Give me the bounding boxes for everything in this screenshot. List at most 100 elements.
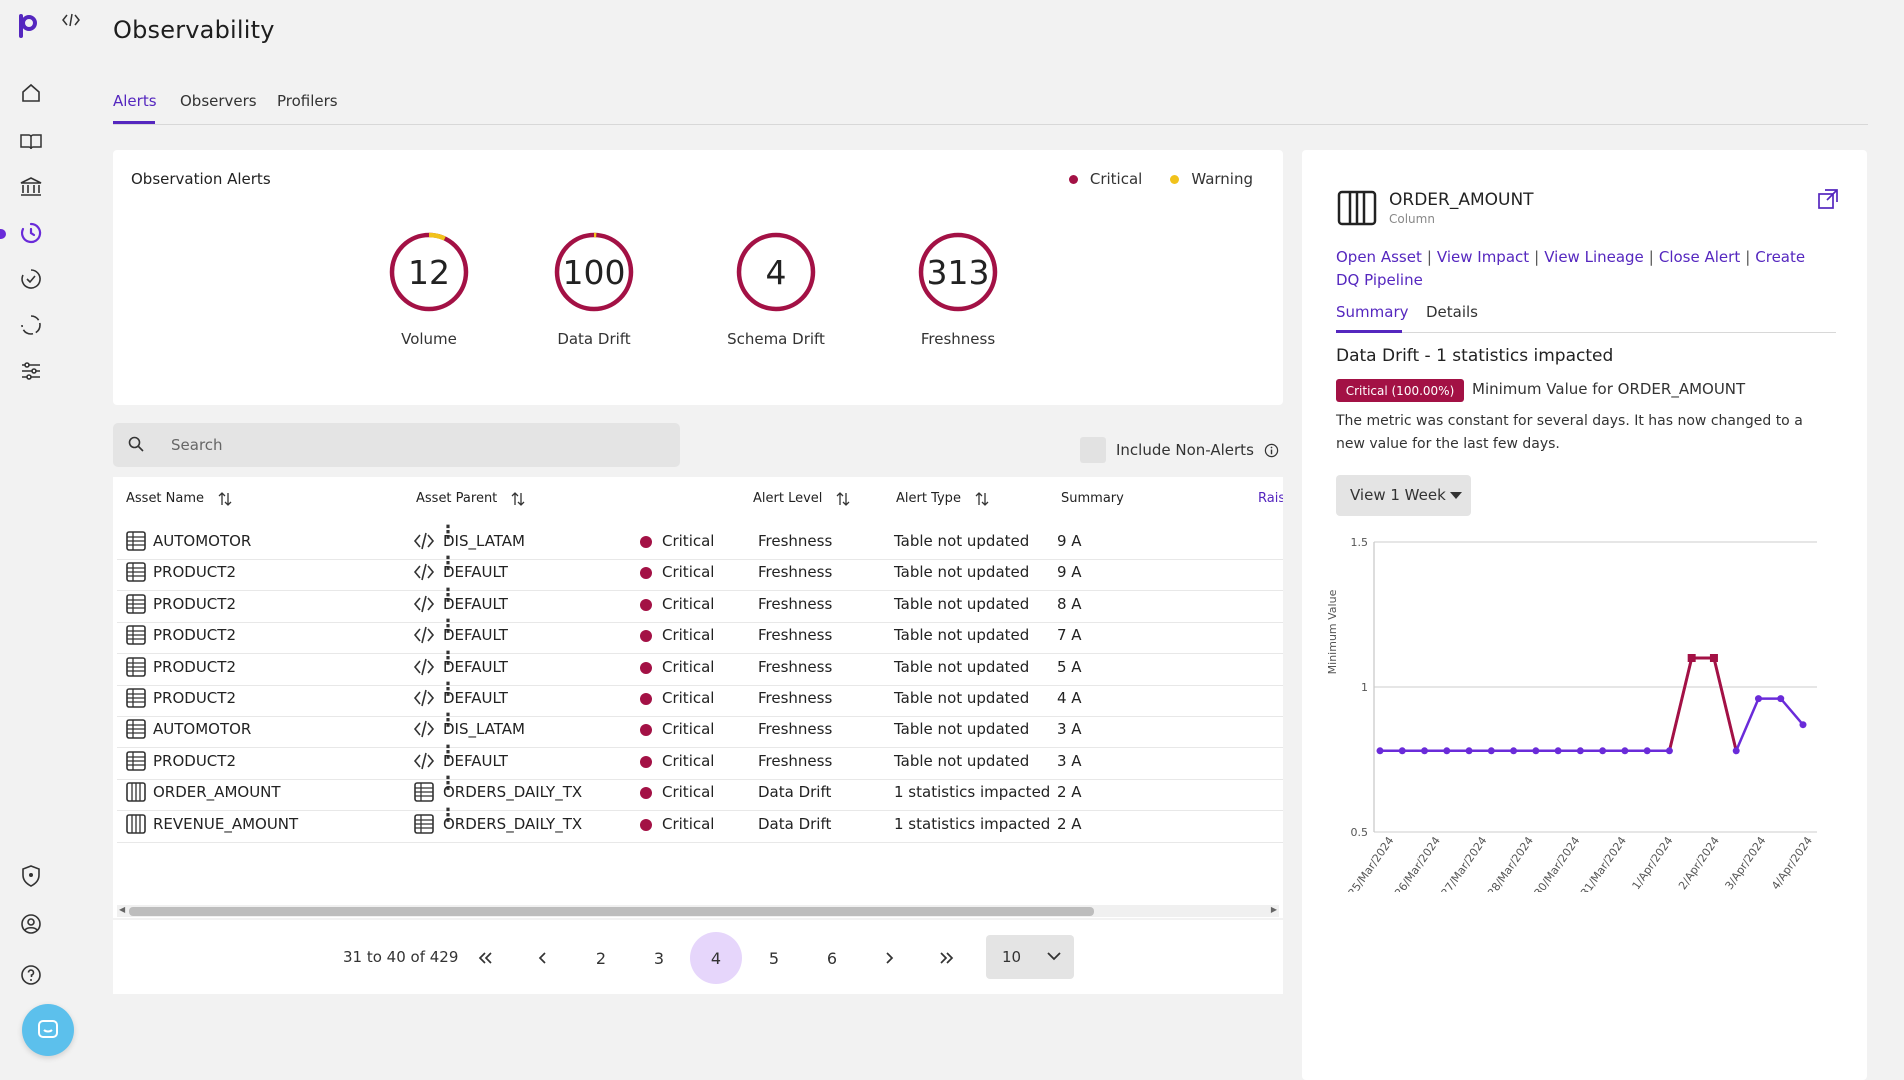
asset-name-cell[interactable]: PRODUCT2	[153, 594, 236, 613]
asset-name-cell[interactable]: PRODUCT2	[153, 626, 236, 645]
first-page-button[interactable]	[459, 932, 511, 984]
page-4-button[interactable]: 4	[690, 932, 742, 984]
page-6-button[interactable]: 6	[826, 948, 838, 968]
scroll-left-arrow[interactable]: ◀	[119, 905, 126, 914]
horizontal-scrollbar[interactable]: ◀ ▶	[117, 905, 1279, 917]
table-row[interactable]: AUTOMOTOR ⋮ DIS_LATAM Critical Freshness Tabl…	[117, 710, 1283, 749]
open-asset-link[interactable]: Open Asset	[1336, 248, 1422, 266]
x-tick-label: 28/Mar/2024	[1485, 834, 1536, 892]
tab-summary[interactable]: Summary	[1336, 303, 1409, 321]
page-5-button[interactable]: 5	[768, 948, 780, 968]
table-row[interactable]: PRODUCT2 ⋮ DEFAULT Critical Freshness Table n…	[117, 553, 1283, 592]
gauge-schema-drift[interactable]: 4 Schema Drift	[721, 222, 831, 348]
table-row[interactable]: PRODUCT2 ⋮ DEFAULT Critical Freshness Table n…	[117, 585, 1283, 623]
gauge-warning-arc	[554, 232, 634, 312]
asset-parent-cell[interactable]: DIS_LATAM	[443, 720, 525, 739]
schema-code-icon	[413, 561, 435, 583]
nav-settings[interactable]	[17, 357, 45, 385]
col-header-asset-parent[interactable]: Asset Parent	[416, 491, 525, 506]
scrollbar-thumb[interactable]	[129, 907, 1094, 916]
col-header-alert-level[interactable]: Alert Level	[753, 491, 850, 506]
sort-icon[interactable]	[836, 491, 850, 506]
table-row[interactable]: PRODUCT2 ⋮ DEFAULT Critical Freshness Table n…	[117, 742, 1283, 780]
nav-quality[interactable]	[17, 265, 45, 293]
asset-parent-cell[interactable]: DEFAULT	[443, 626, 508, 645]
nav-governance[interactable]	[17, 173, 45, 201]
sort-icon[interactable]	[511, 491, 525, 506]
page-2-button[interactable]: 2	[595, 948, 607, 968]
asset-name-cell[interactable]: AUTOMOTOR	[153, 720, 252, 739]
nav-profile[interactable]	[17, 910, 45, 938]
gauge-data-drift[interactable]: 100 Data Drift	[539, 222, 649, 348]
asset-parent-cell[interactable]: DEFAULT	[443, 594, 508, 613]
col-asset-name-label: Asset Name	[126, 491, 205, 506]
asset-parent-cell[interactable]: DEFAULT	[443, 751, 508, 770]
asset-parent-cell[interactable]: DEFAULT	[443, 657, 508, 676]
alert-level-cell: Critical	[662, 720, 715, 739]
sort-icon[interactable]	[218, 491, 232, 506]
page-3-button[interactable]: 3	[653, 948, 665, 968]
gauge-volume[interactable]: 12 Volume	[374, 222, 484, 348]
asset-name-cell[interactable]: AUTOMOTOR	[153, 532, 252, 550]
last-page-button[interactable]	[921, 932, 973, 984]
card-title: Observation Alerts	[131, 170, 271, 188]
col-header-raised[interactable]: Rais	[1258, 491, 1283, 506]
page-size-select[interactable]: 10	[986, 935, 1074, 979]
info-icon[interactable]	[1264, 443, 1279, 458]
create-dq-pipeline-link[interactable]: Create DQ Pipeline	[1336, 248, 1806, 289]
tab-profilers[interactable]: Profilers	[277, 92, 338, 110]
alert-type-cell: Data Drift	[758, 814, 832, 833]
asset-parent-cell[interactable]: ORDERS_DAILY_TX	[443, 814, 583, 833]
table-row[interactable]: AUTOMOTOR ⋮ DIS_LATAM Critical Freshness Tabl…	[117, 522, 1283, 560]
open-external-icon[interactable]	[1817, 188, 1839, 210]
nav-catalog[interactable]	[17, 127, 45, 155]
asset-parent-cell[interactable]: DIS_LATAM	[443, 532, 525, 550]
asset-name-cell[interactable]: PRODUCT2	[153, 689, 236, 707]
asset-name-cell[interactable]: ORDER_AMOUNT	[153, 783, 281, 802]
view-range-value: View 1 Week	[1350, 486, 1446, 504]
active-indicator	[0, 229, 6, 239]
prev-page-button[interactable]	[517, 932, 569, 984]
asset-parent-cell[interactable]: ORDERS_DAILY_TX	[443, 783, 583, 802]
asset-parent-cell[interactable]: DEFAULT	[443, 563, 508, 582]
nav-observability[interactable]	[17, 219, 45, 247]
view-range-select[interactable]: View 1 Week	[1336, 475, 1471, 516]
nav-home[interactable]	[17, 79, 45, 107]
table-row[interactable]: ORDER_AMOUNT ⋮ ORDERS_DAILY_TX Critical Data…	[117, 773, 1283, 812]
table-row[interactable]: REVENUE_AMOUNT ⋮ ORDERS_DAILY_TX Critical Da…	[117, 805, 1283, 843]
col-header-alert-type[interactable]: Alert Type	[896, 491, 989, 506]
table-row[interactable]: PRODUCT2 ⋮ DEFAULT Critical Freshness Table n…	[117, 616, 1283, 655]
asset-name-cell[interactable]: PRODUCT2	[153, 657, 236, 676]
nav-pipelines[interactable]	[17, 311, 45, 339]
critical-dot	[640, 661, 652, 674]
sort-icon[interactable]	[975, 491, 989, 506]
asset-name-cell[interactable]: REVENUE_AMOUNT	[153, 814, 299, 833]
scroll-right-arrow[interactable]: ▶	[1270, 905, 1277, 914]
table-row[interactable]: PRODUCT2 ⋮ DEFAULT Critical Freshness Table n…	[117, 648, 1283, 686]
code-toggle-icon[interactable]	[62, 12, 80, 28]
chat-launcher-button[interactable]	[22, 1004, 74, 1056]
table-row[interactable]: PRODUCT2 ⋮ DEFAULT Critical Freshness Table n…	[117, 679, 1283, 717]
nav-security[interactable]	[17, 862, 45, 890]
next-page-button[interactable]	[863, 932, 915, 984]
data-point	[1465, 747, 1473, 755]
col-header-asset-name[interactable]: Asset Name	[126, 491, 232, 506]
nav-help[interactable]	[17, 961, 45, 989]
asset-name-cell[interactable]: PRODUCT2	[153, 751, 236, 770]
gauge-freshness[interactable]: 313 Freshness	[903, 222, 1013, 348]
include-non-alerts-checkbox[interactable]	[1080, 437, 1106, 463]
tab-alerts[interactable]: Alerts	[113, 92, 157, 110]
view-impact-link[interactable]: View Impact	[1436, 248, 1530, 266]
view-lineage-link[interactable]: View Lineage	[1544, 248, 1644, 266]
tab-details[interactable]: Details	[1426, 303, 1479, 321]
y-tick-label: 0.5	[1351, 826, 1369, 839]
search-input[interactable]	[171, 433, 651, 457]
asset-name-cell[interactable]: PRODUCT2	[153, 563, 236, 582]
tab-observers[interactable]: Observers	[180, 92, 257, 110]
col-header-summary[interactable]: Summary	[1061, 491, 1124, 506]
table-icon	[125, 687, 147, 709]
app-logo[interactable]	[18, 14, 38, 38]
asset-parent-cell[interactable]: DEFAULT	[443, 689, 508, 707]
close-alert-link[interactable]: Close Alert	[1658, 248, 1741, 266]
anomaly-point	[1687, 654, 1696, 662]
